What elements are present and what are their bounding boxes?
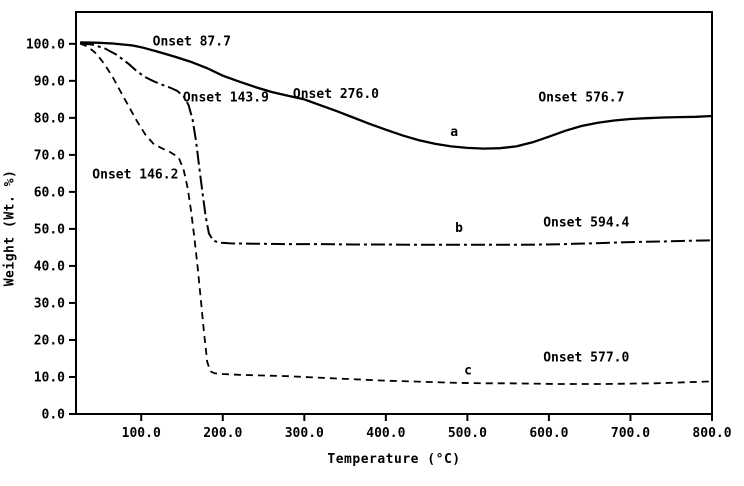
y-tick-label: 40.0	[34, 259, 65, 274]
x-tick-label: 800.0	[692, 426, 731, 441]
curve-a	[80, 41, 713, 150]
y-tick-label: 70.0	[34, 148, 65, 163]
x-tick-label: 300.0	[285, 426, 324, 441]
x-tick-label: 100.0	[122, 426, 161, 441]
y-tick-label: 0.0	[42, 408, 66, 423]
x-tick-label: 200.0	[203, 426, 242, 441]
y-axis-title: Weight (Wt. %)	[2, 169, 18, 287]
annotation-onset-146-2: Onset 146.2	[92, 167, 178, 182]
x-tick-label: 700.0	[611, 426, 650, 441]
x-tick-label: 400.0	[366, 426, 405, 441]
y-tick-label: 20.0	[34, 333, 65, 348]
annotation-onset-87-7: Onset 87.7	[153, 35, 231, 50]
curve-label-b: b	[455, 221, 463, 236]
y-tick-label: 30.0	[34, 296, 65, 311]
x-axis-title: Temperature (°C)	[327, 452, 461, 467]
annotation-onset-143-9: Onset 143.9	[183, 90, 269, 105]
y-tick-label: 90.0	[34, 74, 65, 89]
annotation-onset-577-0: Onset 577.0	[543, 351, 629, 366]
y-tick-label: 60.0	[34, 185, 65, 200]
curve-label-a: a	[450, 125, 458, 140]
curve-c	[79, 42, 713, 385]
x-tick-label: 500.0	[448, 426, 487, 441]
x-tick-label: 600.0	[529, 426, 568, 441]
annotation-onset-594-4: Onset 594.4	[543, 216, 629, 231]
curve-b	[79, 42, 713, 246]
annotation-onset-276-0: Onset 276.0	[293, 87, 379, 102]
curve-label-c: c	[464, 364, 472, 379]
y-tick-label: 50.0	[34, 222, 65, 237]
y-tick-label: 80.0	[34, 111, 65, 126]
y-tick-label: 100.0	[26, 37, 65, 52]
plot-border	[75, 11, 713, 415]
annotation-onset-576-7: Onset 576.7	[538, 90, 624, 105]
y-tick-label: 10.0	[34, 370, 65, 385]
